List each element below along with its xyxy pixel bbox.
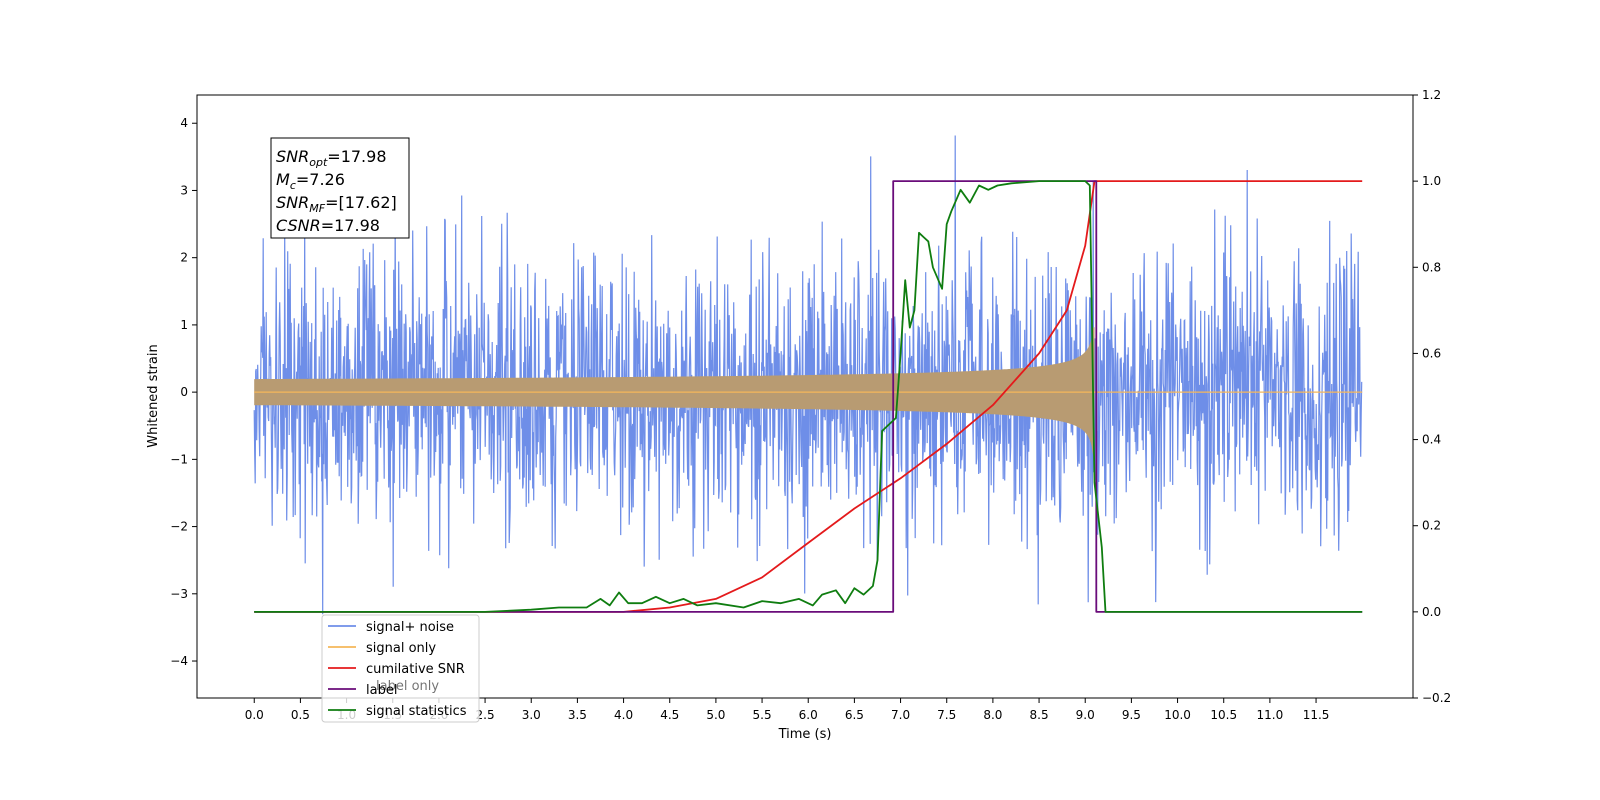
- legend-ghost-text: label only: [376, 679, 439, 694]
- y2-tick-label: 0.4: [1422, 433, 1441, 447]
- x-tick-label: 7.5: [937, 708, 956, 722]
- y-tick-label: −4: [170, 654, 188, 668]
- y-tick-label: −2: [170, 520, 188, 534]
- legend-label: label: [366, 683, 397, 698]
- annotation-symbol: SNR: [276, 147, 309, 166]
- x-tick-label: 7.0: [891, 708, 910, 722]
- annotation-line: CSNR=17.98: [276, 216, 380, 235]
- legend-label: signal+ noise: [366, 620, 454, 635]
- y-tick-label: 2: [180, 251, 188, 265]
- x-tick-label: 6.5: [845, 708, 864, 722]
- x-tick-label: 0.5: [291, 708, 310, 722]
- x-tick-label: 5.0: [706, 708, 725, 722]
- y2-tick-label: 1.0: [1422, 174, 1441, 188]
- legend-label: signal statistics: [366, 704, 467, 719]
- annotation-line: Mc=7.26: [276, 170, 345, 192]
- x-tick-label: 10.5: [1210, 708, 1237, 722]
- x-tick-label: 4.5: [660, 708, 679, 722]
- y-ticks: −4 −3 −2 −1 0 1 2 3 4: [170, 116, 197, 668]
- annotation-subscript: MF: [309, 202, 325, 215]
- y-tick-label: 3: [180, 183, 188, 197]
- legend-label: cumilative SNR: [366, 662, 465, 677]
- x-tick-label: 11.0: [1257, 708, 1284, 722]
- x-tick-label: 0.0: [245, 708, 264, 722]
- x-tick-label: 8.0: [983, 708, 1002, 722]
- y2-tick-label: 0.0: [1422, 605, 1441, 619]
- legend-label: signal only: [366, 641, 436, 656]
- y-tick-label: −1: [170, 452, 188, 466]
- x-tick-label: 2.5: [476, 708, 495, 722]
- y2-tick-label: 0.6: [1422, 346, 1441, 360]
- y2-tick-label: 0.8: [1422, 260, 1441, 274]
- x-tick-label: 4.0: [614, 708, 633, 722]
- legend: label only signal+ noise signal only cumila…: [321, 614, 480, 723]
- annotation-subscript: opt: [309, 156, 328, 169]
- x-tick-label: 10.0: [1164, 708, 1191, 722]
- annotation-line: SNRopt=17.98: [276, 147, 387, 169]
- annotation-symbol: CSNR: [276, 216, 321, 235]
- annotation-symbol: M: [276, 170, 290, 189]
- x-tick-label: 3.5: [568, 708, 587, 722]
- legend-frame: [321, 614, 480, 723]
- y2-ticks: −0.2 0.0 0.2 0.4 0.6 0.8 1.0 1.2: [1413, 88, 1451, 705]
- x-tick-label: 9.5: [1122, 708, 1141, 722]
- y-axis-label: Whitened strain: [146, 344, 161, 447]
- annotation-box: SNRopt=17.98Mc=7.26SNRMF=[17.62]CSNR=17.…: [270, 137, 410, 239]
- series-signal-noise: [253, 135, 1363, 615]
- x-tick-label: 11.5: [1303, 708, 1330, 722]
- annotation-symbol: SNR: [276, 193, 309, 212]
- annotation-value: =17.98: [321, 216, 380, 235]
- x-tick-label: 6.0: [799, 708, 818, 722]
- plot-series: [253, 135, 1363, 615]
- annotation-value: =17.98: [327, 147, 386, 166]
- y2-tick-label: 1.2: [1422, 88, 1441, 102]
- x-tick-label: 5.5: [753, 708, 772, 722]
- y-tick-label: −3: [170, 587, 188, 601]
- annotation-value: =7.26: [296, 170, 345, 189]
- plot-frame: [196, 94, 1414, 699]
- x-axis-label: Time (s): [778, 727, 832, 742]
- x-tick-label: 8.5: [1030, 708, 1049, 722]
- x-tick-label: 3.0: [522, 708, 541, 722]
- y-tick-label: 1: [180, 318, 188, 332]
- y-tick-label: 4: [180, 116, 188, 130]
- y-tick-label: 0: [180, 385, 188, 399]
- series-signal-statistics: [254, 180, 1363, 613]
- annotation-value: =[17.62]: [325, 193, 397, 212]
- annotation-frame: [270, 137, 410, 239]
- x-tick-label: 9.0: [1076, 708, 1095, 722]
- annotation-line: SNRMF=[17.62]: [276, 193, 397, 215]
- y2-tick-label: −0.2: [1422, 691, 1451, 705]
- annotation-subscript: c: [290, 179, 296, 192]
- y2-tick-label: 0.2: [1422, 519, 1441, 533]
- series-cumulative-snr: [254, 180, 1363, 613]
